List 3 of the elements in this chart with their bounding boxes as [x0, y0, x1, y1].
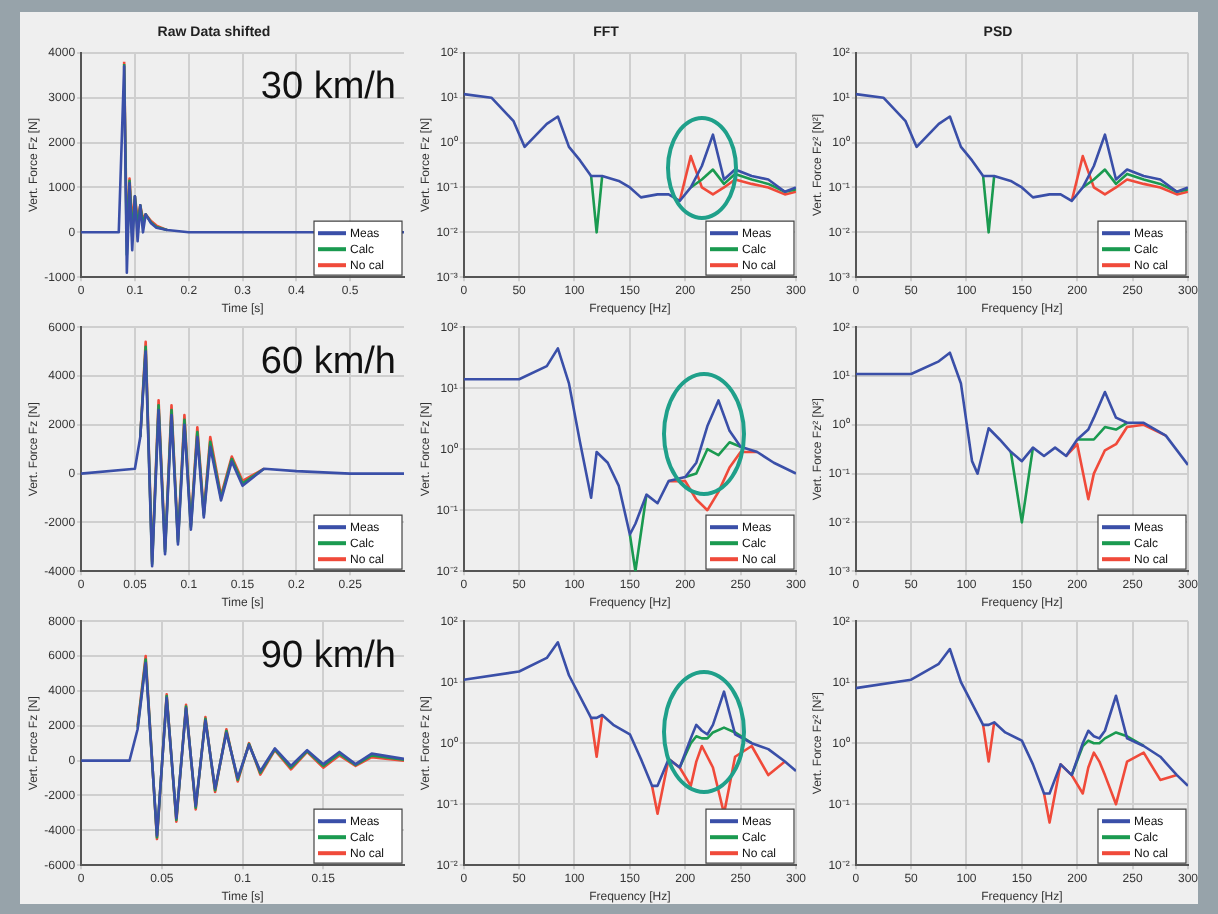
annotation: 30 km/h — [260, 66, 396, 109]
annotation: 60 km/h — [260, 340, 396, 383]
annotation: 90 km/h — [260, 634, 396, 677]
